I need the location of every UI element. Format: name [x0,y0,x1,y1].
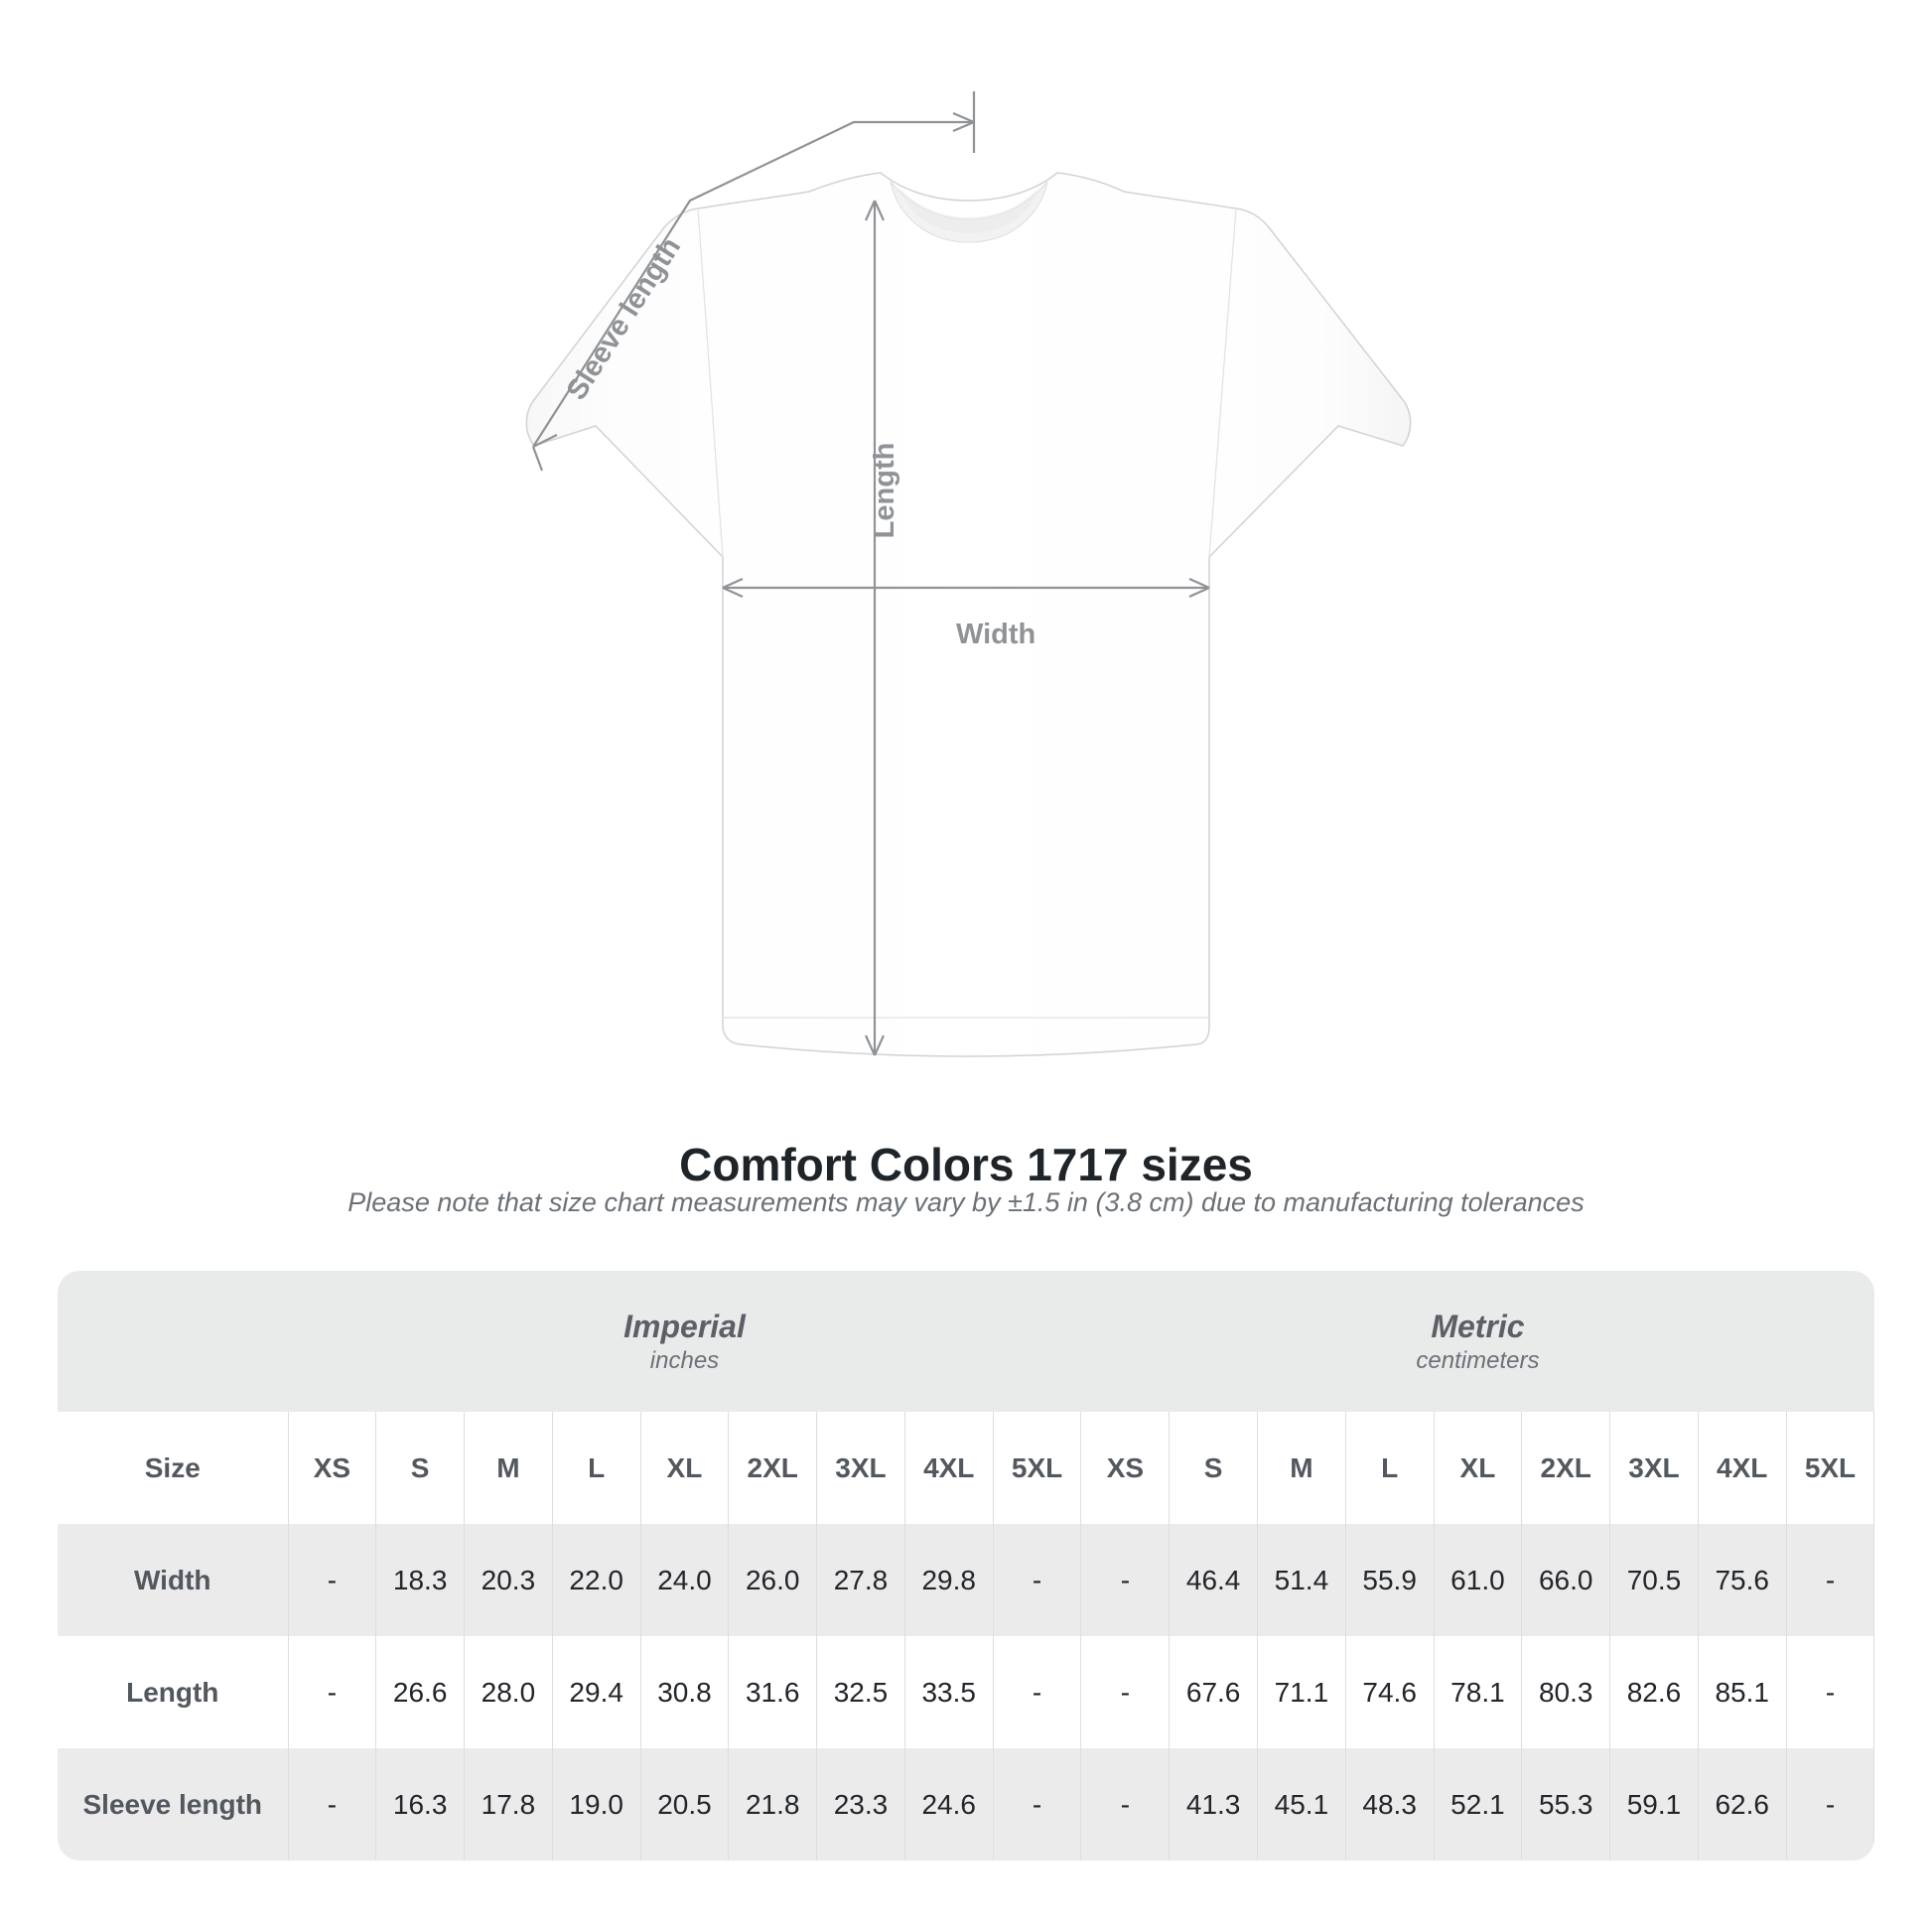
svg-text:Length: Length [869,443,900,539]
svg-text:Width: Width [956,619,1035,650]
